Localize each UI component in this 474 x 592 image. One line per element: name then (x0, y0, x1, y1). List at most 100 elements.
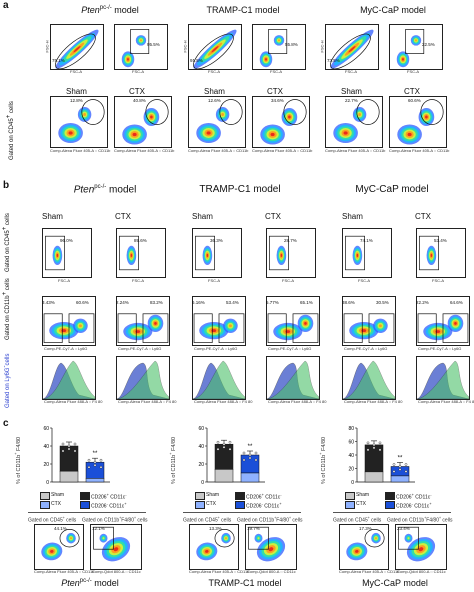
a-0-cd45-plot-svg (121, 29, 150, 68)
c-2-legend-sham-swatch (345, 492, 355, 500)
b-1-r1-sham (192, 228, 242, 278)
c-0-density-left-density-0-5 (50, 549, 54, 553)
c-2-gate-left-label: Gated on CD45+ cells (333, 516, 382, 524)
c-2-dot-1-3 (392, 470, 396, 473)
c-0-dot-0-3 (61, 449, 65, 453)
c-1-significance: ** (248, 444, 253, 450)
c-1-ytick-label-2: 40 (198, 444, 204, 450)
b-1-r2-ctx-svg (267, 313, 319, 343)
a-1-sham-plot-density-0-5 (206, 131, 211, 135)
c-0-footer-title: Ptenpc-/- model (61, 578, 119, 588)
c-0-legend-cd206n-swatch (80, 501, 90, 509)
c-2-dot-1-5 (404, 470, 408, 473)
b-0-label-sham: Sham (42, 212, 63, 221)
a-0-axis-fsca-2: FSC-A (132, 69, 144, 74)
c-2-ylabel: % of CD11b+ F4/80 (319, 436, 327, 484)
c-2-dot-0-4 (372, 446, 376, 450)
b-1-axis-f480-0: Comp-Alexa Fluor 488-A :: F4 80 (194, 399, 253, 404)
b-1-r1-sham-gate (195, 235, 215, 271)
c-1-axis-cd11c: Comp-Qdot 800-A :: CD11c (247, 569, 296, 574)
a-0-axis-cd11b-2: Comp-Alexa Fluor 405-A :: CD11b (114, 148, 175, 153)
a-1-pct-fsc: 91.5% (190, 58, 203, 63)
c-0-pct-gate: 44.1% (54, 526, 67, 531)
b-2-r2-ctx-density-1-5 (454, 321, 457, 325)
a-1-fsc-gate (193, 33, 234, 69)
c-0-bar-0-low (59, 470, 79, 483)
b-0-pct-r2-ctx-r: 83.2% (150, 300, 163, 305)
c-1-ytick-label-3: 60 (198, 426, 204, 432)
c-1-ytick-label-1: 20 (198, 462, 204, 468)
a-1-ctx-plot-svg (260, 99, 307, 145)
b-2-r1-ctx-density-0-5 (430, 253, 433, 257)
b-0-pct-r1-ctx: 89.6% (134, 238, 147, 243)
c-0-density-right (90, 524, 142, 570)
a-1-cd45-gate (268, 29, 288, 54)
b-1-axis-fsc-2: FSC-A (282, 278, 294, 283)
b-1-r1-sham-density-0-5 (206, 253, 209, 257)
panel-c-letter: c (3, 418, 9, 429)
c-1-ylabel: % of CD11b+ F4/80 (169, 436, 177, 484)
panel-b-letter: b (3, 180, 10, 191)
a-2-cd45-plot (389, 24, 443, 70)
c-1-legend-ctx-swatch (195, 501, 205, 509)
c-0-density-left-density-1-4 (70, 537, 72, 540)
b-1-r1-ctx-svg (269, 235, 289, 271)
panel-b-title-myc: MyC-CaP model (355, 184, 429, 195)
c-2-dot-0-5 (378, 448, 382, 452)
b-2-pct-r2-sham-r: 30.5% (376, 300, 389, 305)
c-2-separator (333, 512, 451, 513)
a-1-sham-plot (188, 96, 246, 148)
c-1-legend-cd206n-swatch (235, 501, 245, 509)
c-0-ytick-label-3: 60 (43, 426, 49, 432)
c-1-gate-left-label: Gated on CD45+ cells (183, 516, 232, 524)
a-0-axis-fsch: FSC-H (44, 40, 50, 53)
b-0-axis-fsc-2: FSC-A (132, 278, 144, 283)
c-1-dot-0-0 (216, 440, 220, 444)
a-1-axis-fsca-2: FSC-A (270, 69, 282, 74)
panel-a-side-label: Gated on CD45+ cells (6, 101, 15, 160)
b-1-hist-0-svg (193, 360, 245, 399)
b-2-r2-sham-density-1-4 (378, 324, 382, 328)
c-1-dot-1-2 (254, 451, 258, 455)
c-2-legend-cd206p-text: CD206+ CD11c- (396, 492, 432, 501)
b-2-r2-sham-gate-l (343, 313, 363, 343)
c-1-dot-1-5 (254, 458, 258, 462)
b-1-r2-ctx-gate-l (267, 313, 287, 343)
c-0-chart-svg: 0 20 40 60 ** (43, 426, 110, 486)
b-2-hist-0-svg (343, 360, 395, 399)
b-0-axis-f480-1: Comp-Alexa Fluor 488-A :: F4 80 (118, 399, 177, 404)
a-0-label-ctx: CTX (129, 87, 145, 96)
c-1-density-right (245, 524, 297, 570)
a-1-fsc-plot-svg (193, 29, 237, 69)
b-0-pct-r2-sham-l: 3.43% (42, 300, 55, 305)
c-1-gate-right (248, 526, 269, 550)
b-2-r1-sham-density-0-5 (356, 253, 359, 257)
c-0-legend-ctx-swatch (40, 501, 50, 509)
b-0-r2-sham-density-1-4 (78, 324, 82, 328)
b-2-hist-0-green (343, 360, 395, 399)
c-0-dot-0-5 (73, 449, 77, 453)
b-0-r2-sham (42, 296, 96, 346)
c-1-density-right-svg (248, 526, 286, 562)
c-1-legend-sham-text: Sham (206, 492, 220, 498)
b-2-r2-sham (342, 296, 396, 346)
c-0-legend-cd206n-text: CD206- CD11c+ (91, 501, 127, 510)
c-2-axis-cd11b: Comp-Alexa Fluor 405-A :: CD11b (339, 569, 400, 574)
b-2-label-sham: Sham (342, 212, 363, 221)
a-2-sham-plot-density-1-4 (358, 113, 361, 116)
panel-b-row2-label: Gated on CD11b+ cells (2, 278, 11, 340)
a-1-pct-sham: 12.6% (208, 98, 221, 103)
a-1-label-ctx: CTX (267, 87, 283, 96)
a-0-ctx-plot-density-0-5 (132, 132, 137, 137)
c-2-bar-1-low (390, 475, 410, 483)
panel-b-title-tramp: TRAMP-C1 model (199, 184, 281, 195)
a-0-ctx-plot-svg (122, 99, 169, 145)
c-0-dot-0-2 (73, 442, 77, 446)
a-2-ctx-plot (389, 96, 447, 148)
c-1-density-right-density-1-3 (257, 537, 260, 540)
a-1-sham-plot-density-1-4 (221, 113, 224, 116)
b-1-r2-ctx-gate-r (292, 313, 319, 343)
b-1-r2-ctx (266, 296, 320, 346)
c-2-axis-cd11c: Comp-Qdot 800-A :: CD11c (397, 569, 446, 574)
b-2-hist-1-svg (417, 360, 469, 399)
